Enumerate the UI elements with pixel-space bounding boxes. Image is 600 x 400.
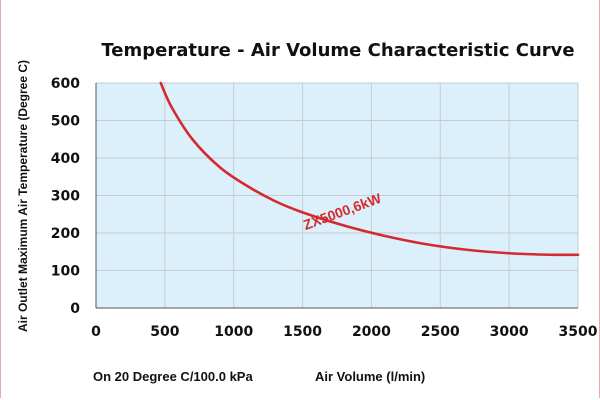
axes [95,83,578,309]
y-tick-label-2: 200 [51,226,80,242]
x-tick-label-4: 2000 [352,324,391,340]
series-line-0 [159,81,580,257]
x-tick-label-7: 3500 [559,324,598,340]
y-tick-label-5: 500 [51,114,80,130]
chart-title: Temperature - Air Volume Characteristic … [101,40,574,61]
condition-note: On 20 Degree C/100.0 kPa [93,369,253,384]
series-group [159,81,580,257]
x-tick-label-0: 0 [91,324,101,340]
y-tick-label-4: 400 [51,151,80,167]
x-tick-label-5: 2500 [421,324,460,340]
x-tick-label-3: 1500 [283,324,322,340]
x-tick-label-6: 3000 [490,324,529,340]
grid-lines [96,82,579,308]
y-tick-labels: 0 100 200 300 400 500 600 [51,76,80,317]
y-tick-label-3: 300 [51,189,80,205]
y-axis-label: Air Outlet Maximum Air Temperature (Degr… [16,60,30,332]
x-tick-label-1: 500 [150,324,179,340]
y-tick-label-6: 600 [51,76,80,92]
y-tick-label-1: 100 [51,264,80,280]
x-tick-labels: 0 500 1000 1500 2000 2500 3000 3500 [91,324,598,340]
x-axis-label: Air Volume (l/min) [315,369,425,384]
y-tick-label-0: 0 [70,301,80,317]
x-tick-label-2: 1000 [214,324,253,340]
